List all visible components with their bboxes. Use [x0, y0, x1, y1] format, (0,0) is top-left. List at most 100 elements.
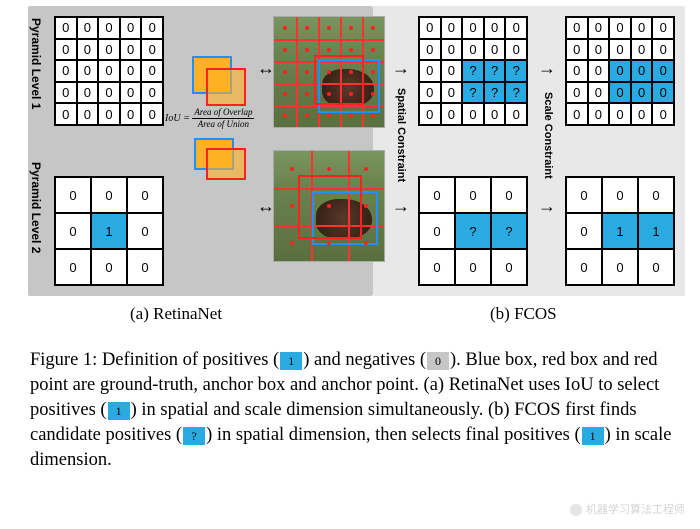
grid-cell: ?	[484, 60, 506, 82]
grid-cell: 0	[491, 249, 527, 285]
grid-cell: 0	[631, 82, 653, 104]
grid-cell: 0	[484, 103, 506, 125]
grid-cell: 0	[141, 17, 163, 39]
grid-cell: 0	[505, 39, 527, 61]
grid-cell: 0	[566, 39, 588, 61]
grid-cell: 0	[419, 39, 441, 61]
grid-cell: 0	[419, 82, 441, 104]
arrow-icon: →	[538, 58, 556, 79]
grid-cell: 0	[609, 60, 631, 82]
grid-cell: 0	[141, 103, 163, 125]
grid-cell: 0	[566, 177, 602, 213]
grid-cell: 0	[566, 213, 602, 249]
grid-cell: 0	[141, 60, 163, 82]
subcaption-a: (a) RetinaNet	[130, 304, 222, 324]
grid-cell: 0	[77, 60, 99, 82]
grid-cell: 0	[77, 39, 99, 61]
grid-cell: 0	[55, 60, 77, 82]
grid-cell: 0	[55, 39, 77, 61]
iou-diagram-2	[184, 138, 259, 198]
grid-cell: ?	[484, 82, 506, 104]
figure-caption: Figure 1: Definition of positives (1) an…	[30, 348, 680, 473]
grid-cell: 0	[631, 60, 653, 82]
grid-cell: 0	[491, 177, 527, 213]
grid-cell: 0	[588, 39, 610, 61]
grid-cell: 0	[609, 103, 631, 125]
spatial-constraint-label: Spatial Constraint	[395, 88, 407, 182]
scale-constraint-label: Scale Constraint	[542, 92, 554, 179]
grid-cell: 0	[127, 249, 163, 285]
subcaption-b: (b) FCOS	[490, 304, 557, 324]
grid-cell: 0	[441, 103, 463, 125]
grid-cell: 0	[455, 177, 491, 213]
grid-cell: 0	[141, 82, 163, 104]
arrow-icon: →	[538, 196, 556, 217]
grid-cell: 0	[462, 39, 484, 61]
grid-cell: 0	[505, 17, 527, 39]
legend-chip: 1	[280, 352, 302, 370]
grid-cell: 1	[638, 213, 674, 249]
grid-cell: 0	[638, 177, 674, 213]
grid-cell: 0	[441, 39, 463, 61]
grid-cell: 0	[55, 103, 77, 125]
fcos-scale-grid-level2: 000011000	[565, 176, 675, 286]
grid-cell: 0	[588, 82, 610, 104]
grid-cell: 0	[98, 103, 120, 125]
grid-cell: 0	[462, 17, 484, 39]
photo-level2	[273, 150, 385, 262]
grid-cell: 0	[55, 177, 91, 213]
grid-cell: 0	[588, 60, 610, 82]
grid-cell: 0	[652, 60, 674, 82]
grid-cell: 0	[419, 177, 455, 213]
grid-cell: ?	[455, 213, 491, 249]
grid-cell: 0	[602, 177, 638, 213]
grid-cell: 0	[631, 17, 653, 39]
grid-cell: 0	[55, 17, 77, 39]
grid-cell: 0	[419, 103, 441, 125]
grid-cell: 0	[566, 17, 588, 39]
grid-cell: 0	[127, 213, 163, 249]
grid-cell: 0	[652, 39, 674, 61]
grid-cell: 0	[609, 39, 631, 61]
grid-cell: 0	[631, 103, 653, 125]
grid-cell: 0	[98, 39, 120, 61]
figure-area: Pyramid Level 1 Pyramid Level 2 00000000…	[0, 0, 700, 330]
grid-cell: 1	[602, 213, 638, 249]
legend-chip: 1	[108, 402, 130, 420]
legend-chip: ?	[183, 427, 205, 445]
grid-cell: 0	[419, 17, 441, 39]
grid-cell: 0	[566, 82, 588, 104]
grid-cell: 0	[505, 103, 527, 125]
grid-cell: 0	[609, 82, 631, 104]
grid-cell: 0	[631, 39, 653, 61]
photo-level1	[273, 16, 385, 128]
grid-cell: 0	[588, 17, 610, 39]
fcos-spatial-grid-level2: 0000??000	[418, 176, 528, 286]
grid-cell: 0	[120, 103, 142, 125]
grid-cell: 0	[141, 39, 163, 61]
grid-cell: 0	[419, 213, 455, 249]
grid-cell: 0	[441, 82, 463, 104]
grid-cell: ?	[491, 213, 527, 249]
grid-cell: 0	[455, 249, 491, 285]
grid-cell: 0	[419, 60, 441, 82]
grid-cell: 0	[120, 82, 142, 104]
watermark: 机器学习算法工程师	[569, 501, 685, 517]
grid-cell: 0	[120, 60, 142, 82]
grid-cell: 0	[441, 60, 463, 82]
grid-cell: 0	[652, 103, 674, 125]
grid-cell: 0	[638, 249, 674, 285]
grid-cell: 0	[602, 249, 638, 285]
legend-chip: 1	[582, 427, 604, 445]
grid-cell: 0	[652, 17, 674, 39]
iou-label: IoU = Area of Overlap Area of Union	[165, 108, 254, 129]
grid-cell: 0	[77, 17, 99, 39]
grid-cell: ?	[505, 82, 527, 104]
grid-cell: 0	[55, 82, 77, 104]
grid-cell: 0	[120, 39, 142, 61]
arrow-icon: ↔	[257, 58, 275, 79]
grid-cell: 0	[566, 60, 588, 82]
grid-cell: 0	[77, 103, 99, 125]
grid-cell: 0	[120, 17, 142, 39]
grid-cell: 0	[91, 249, 127, 285]
